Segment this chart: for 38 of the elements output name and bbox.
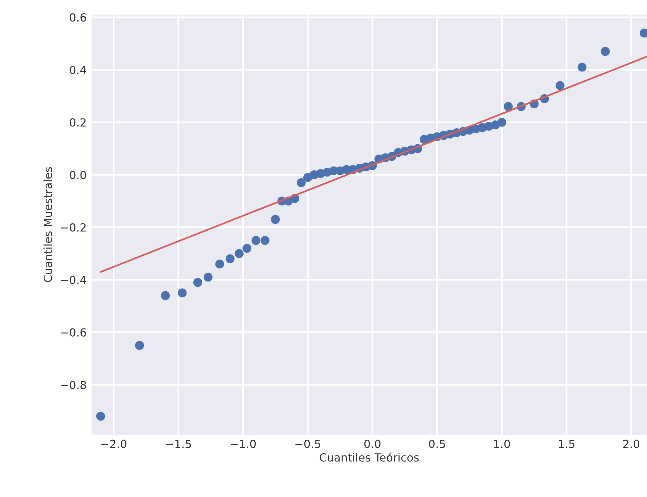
x-tick-label: 1.0 xyxy=(494,440,510,448)
point xyxy=(96,412,106,421)
point xyxy=(135,341,144,350)
y-tick-label: −0.2 xyxy=(61,223,86,232)
point xyxy=(297,178,306,188)
point xyxy=(161,291,170,300)
y-tick-label: −0.4 xyxy=(61,276,86,284)
y-tick-label: −0.8 xyxy=(61,380,86,390)
point xyxy=(601,47,610,56)
point xyxy=(556,81,565,90)
y-axis-title: Cuantiles Muestrales xyxy=(44,167,52,282)
point xyxy=(234,249,244,258)
x-tick-label: −1.5 xyxy=(166,440,192,448)
point xyxy=(271,215,280,224)
point xyxy=(504,102,514,112)
x-tick-label: 1.5 xyxy=(559,440,575,448)
point xyxy=(204,272,213,282)
y-tick-label: 0.0 xyxy=(70,170,86,180)
x-tick-label: 0.0 xyxy=(364,440,381,448)
point xyxy=(578,62,587,72)
y-tick-label: 0.6 xyxy=(70,14,86,22)
y-tick-label: 0.4 xyxy=(70,66,86,74)
y-tick-label: −0.6 xyxy=(61,328,86,337)
point xyxy=(498,118,507,128)
point xyxy=(215,260,224,269)
point xyxy=(252,236,261,246)
point xyxy=(226,254,235,264)
x-tick-label: −1.0 xyxy=(230,440,256,448)
x-tick-label: 0.5 xyxy=(429,440,446,448)
y-tick-label: 0.2 xyxy=(70,118,86,127)
point xyxy=(242,244,252,254)
x-tick-label: 2.0 xyxy=(623,440,640,448)
point xyxy=(260,236,270,246)
x-tick-label: −2.0 xyxy=(102,440,127,448)
x-tick-label: −0.5 xyxy=(296,440,320,448)
x-axis-title: Cuantiles Teóricos xyxy=(320,452,420,462)
point xyxy=(193,278,202,288)
point xyxy=(178,288,187,298)
